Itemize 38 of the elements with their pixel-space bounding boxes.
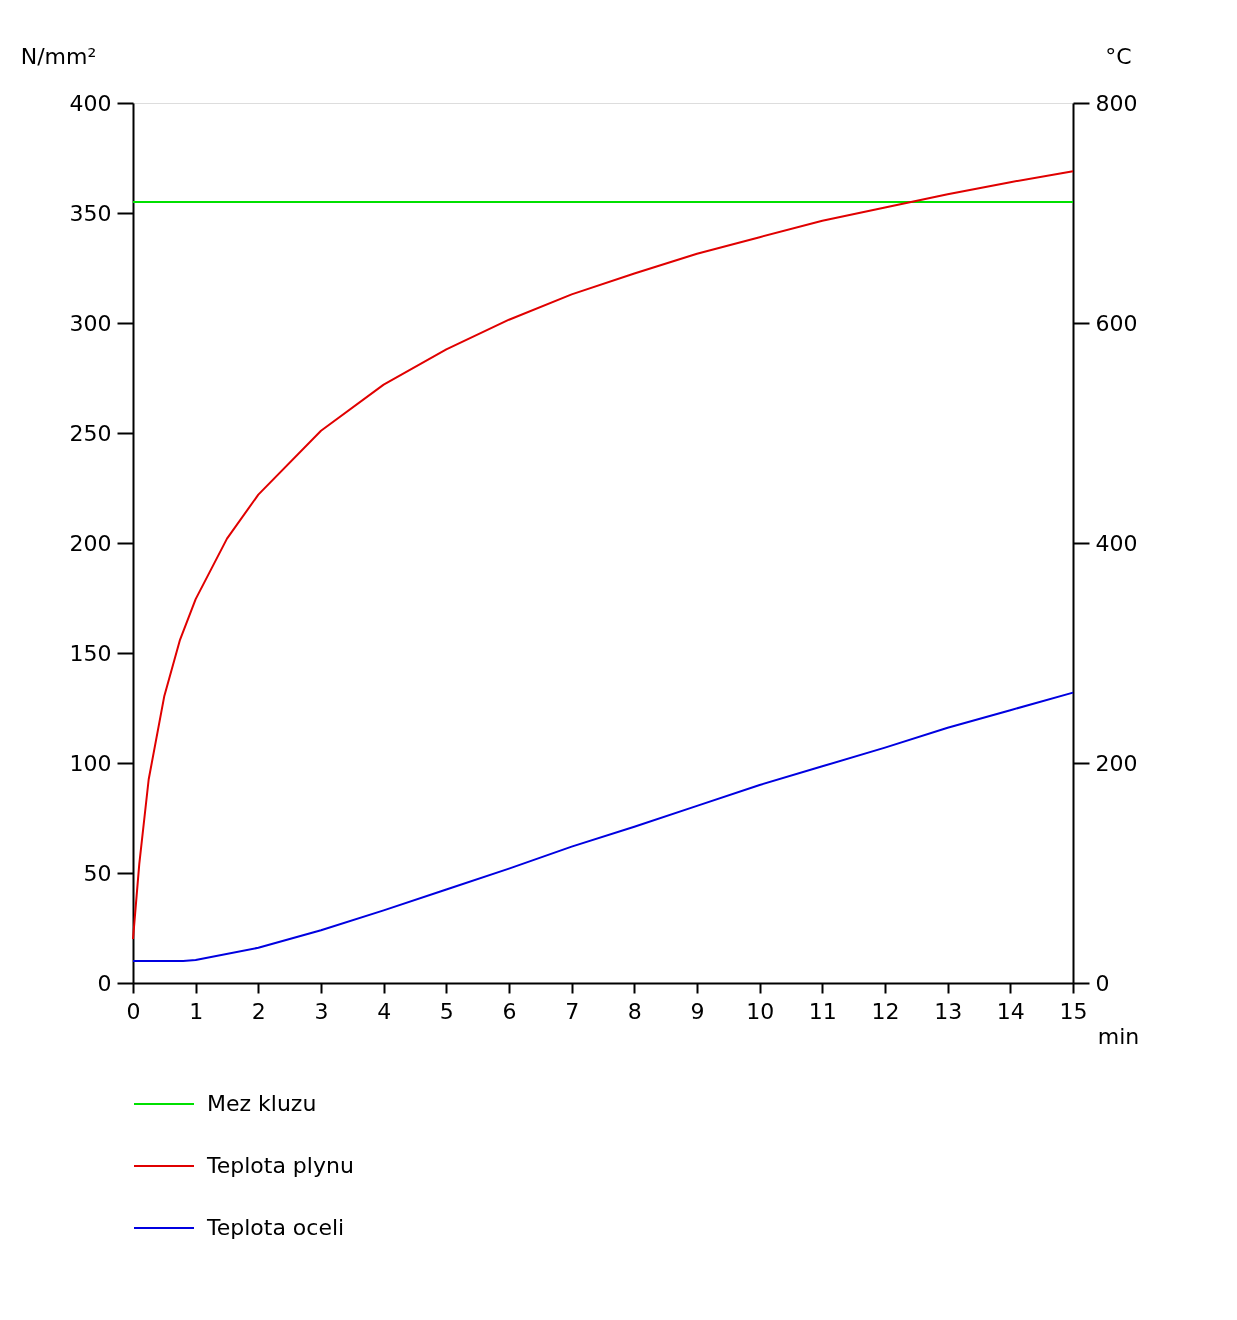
y2-tick-label: 600 [1095,310,1138,336]
y-tick-label: 50 [83,860,112,886]
legend-label: Mez kluzu [207,1091,317,1116]
x-tick-label: 1 [189,998,204,1024]
y-axis-title: N/mm² [20,43,97,69]
y2-tick-label: 200 [1095,750,1138,776]
y-tick-label: 300 [69,310,112,336]
x-tick-label: 15 [1059,998,1088,1024]
y2-tick-label: 800 [1095,90,1138,116]
x-tick-label: 6 [502,998,517,1024]
x-tick-label: 13 [934,998,963,1024]
x-tick-label: 8 [627,998,642,1024]
x-axis-title: min [1097,1023,1140,1049]
x-tick-label: 3 [314,998,329,1024]
x-tick-label: 2 [251,998,266,1024]
x-tick-label: 11 [808,998,837,1024]
y2-axis-title: °C [1105,43,1132,69]
y-tick-label: 350 [69,200,112,226]
line-series [132,170,1074,940]
y2-tick-label: 0 [1095,970,1110,996]
y-tick-label: 400 [69,90,112,116]
x-tick-label: 12 [871,998,900,1024]
x-tick-label: 5 [439,998,454,1024]
x-tick-label: 7 [565,998,580,1024]
y-tick-label: 250 [69,420,112,446]
y-tick-label: 150 [69,640,112,666]
y-tick-label: 200 [69,530,112,556]
line-series [132,691,1074,962]
x-tick-label: 4 [377,998,392,1024]
y-tick-label: 0 [97,970,112,996]
legend-label: Teplota plynu [206,1153,354,1178]
y2-tick-label: 400 [1095,530,1138,556]
x-tick-label: 14 [996,998,1025,1024]
y-tick-label: 100 [69,750,112,776]
x-tick-label: 0 [126,998,141,1024]
x-tick-label: 9 [690,998,705,1024]
legend-label: Teplota oceli [206,1215,345,1240]
x-tick-label: 10 [746,998,775,1024]
